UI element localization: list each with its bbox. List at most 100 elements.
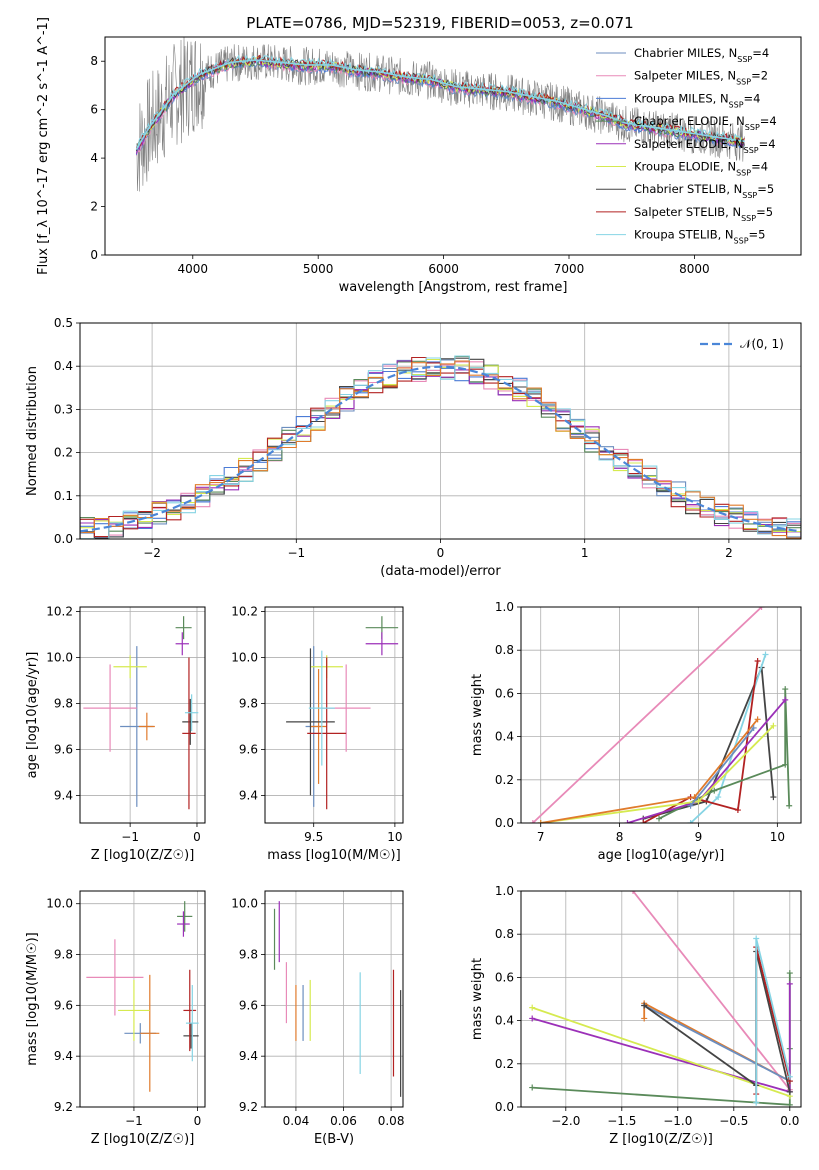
y-tick-label: 9.6 <box>54 742 73 756</box>
y-tick-label: 9.8 <box>54 697 73 711</box>
y-tick-label: 9.8 <box>54 948 73 962</box>
legend-label-1: Salpeter MILES, NSSP=2 <box>634 69 768 87</box>
y-tick-label: 9.8 <box>239 697 258 711</box>
x-tick-label: 0 <box>193 830 201 844</box>
weight-marker-8 <box>750 724 757 731</box>
weight-marker-2 <box>715 794 722 801</box>
x-tick-label: 0.04 <box>283 1114 310 1128</box>
x-tick-label: −1.5 <box>607 1114 636 1128</box>
weight-marker-4 <box>782 686 789 693</box>
x-tick-label: 0 <box>437 546 445 560</box>
x-tick-label: 9 <box>695 830 703 844</box>
model-line-8 <box>136 54 745 148</box>
weight-marker-4 <box>786 802 793 809</box>
x-tick-label: 0 <box>194 1114 202 1128</box>
y-tick-label: 8 <box>90 54 98 68</box>
x-tick-label: 8 <box>616 830 624 844</box>
y-tick-label: 9.8 <box>239 948 258 962</box>
weight-marker-3 <box>529 1004 536 1011</box>
weight-marker-4 <box>711 787 718 794</box>
weight-marker-7 <box>537 820 544 823</box>
y-tick-label: 0.8 <box>495 927 514 941</box>
x-tick-label: −1.0 <box>663 1114 692 1128</box>
weight-marker-4 <box>641 1015 648 1022</box>
mass_vs_EBV-panel: 0.04 0.06 0.08 9.2 9.4 9.6 9.8 10.0 E(B-V) <box>231 890 405 1147</box>
x-tick-label: 2 <box>725 546 733 560</box>
y-tick-label: 0.0 <box>495 1100 514 1114</box>
legend-label-4: Salpeter ELODIE, NSSP=4 <box>634 137 776 155</box>
x-axis-label: E(B-V) <box>314 1132 354 1147</box>
age_vs_mass-plot-area <box>286 616 399 810</box>
spectrum-panel: 4000 5000 6000 7000 8000 0 2 4 6 8 wavelength [Ang… <box>36 17 802 295</box>
x-tick-label: −2 <box>143 546 161 560</box>
y-tick-label: 9.6 <box>239 998 258 1012</box>
y-tick-label: 9.4 <box>239 1049 258 1063</box>
y-tick-label: 4 <box>90 151 98 165</box>
y-tick-label: 2 <box>90 200 98 214</box>
axes-frame <box>104 36 802 256</box>
weight-marker-2 <box>687 820 694 823</box>
weight-marker-2 <box>762 651 769 658</box>
residuals-plot-area <box>80 355 801 539</box>
y-tick-label: 0.4 <box>495 730 514 744</box>
legend-label-6: Chabrier STELIB, NSSP=5 <box>634 182 774 200</box>
y-tick-label: 0 <box>90 248 98 262</box>
weight-marker-6 <box>641 1002 648 1009</box>
x-tick-label: 0.08 <box>378 1114 405 1128</box>
histogram-series-9 <box>80 360 801 539</box>
legend-label-0: Chabrier MILES, NSSP=4 <box>634 46 769 64</box>
y-tick-label: 9.4 <box>54 1049 73 1063</box>
weight-marker-4 <box>656 815 663 822</box>
y-axis-label: mass weight <box>470 674 485 756</box>
y-tick-label: 10.0 <box>231 897 258 911</box>
spectrum-plot-area <box>135 37 745 192</box>
axes-frame <box>520 606 802 824</box>
figure-title: PLATE=0786, MJD=52319, FIBERID=0053, z=0… <box>246 14 633 32</box>
y-tick-label: 1.0 <box>495 600 514 614</box>
residuals-panel: −2 −1 0 1 2 0.0 0.1 0.2 0.3 0.4 0.5 (data-model)/er… <box>25 316 802 579</box>
x-tick-label: −1 <box>125 1114 143 1128</box>
weight-marker-8 <box>687 802 694 809</box>
x-tick-label: −2.0 <box>551 1114 580 1128</box>
massweight_vs_age-panel: 7 8 9 10 0.0 0.2 0.4 0.6 0.8 1.0 age [log10(age/yr… <box>470 600 802 863</box>
x-tick-label: 6000 <box>428 262 459 276</box>
y-tick-label: 0.3 <box>54 402 73 416</box>
x-tick-label: −1 <box>287 546 305 560</box>
x-tick-label: 10 <box>387 830 402 844</box>
weight-series-0 <box>632 891 791 1091</box>
weight-marker-5 <box>624 820 631 823</box>
y-tick-label: 0.1 <box>54 489 73 503</box>
weight-marker-6 <box>695 798 702 805</box>
weight-marker-3 <box>734 807 741 814</box>
normal-curve-line <box>80 365 801 533</box>
weight-marker-2 <box>786 980 793 987</box>
mass_vs_Z-panel: −1 0 9.2 9.4 9.6 9.8 10.0 Z [log10(Z/Z☉)] mass [… <box>25 890 206 1147</box>
y-tick-label: 0.0 <box>495 816 514 830</box>
x-axis-label: wavelength [Angstrom, rest frame] <box>339 280 568 295</box>
legend-label-8: Kroupa STELIB, NSSP=5 <box>634 228 765 246</box>
y-axis-label: mass weight <box>470 958 485 1040</box>
x-axis-label: Z [log10(Z/Z☉)] <box>91 1132 195 1147</box>
x-axis-label: age [log10(age/yr)] <box>598 848 725 863</box>
x-tick-label: 7 <box>537 830 545 844</box>
legend-label-normal: 𝒩(0, 1) <box>740 337 784 351</box>
weight-marker-7 <box>754 716 761 723</box>
y-tick-label: 0.6 <box>495 970 514 984</box>
axes-frame <box>79 890 206 1108</box>
x-tick-label: 10 <box>770 830 785 844</box>
weight-series-3 <box>531 1006 791 1098</box>
y-axis-label: age [log10(age/yr)] <box>25 652 40 779</box>
x-tick-label: 1 <box>581 546 589 560</box>
x-axis-label: mass [log10(M/M☉)] <box>267 848 400 863</box>
y-tick-label: 10.0 <box>46 897 73 911</box>
y-tick-label: 9.2 <box>239 1100 258 1114</box>
y-tick-label: 0.5 <box>54 316 73 330</box>
weight-marker-2 <box>529 1015 536 1022</box>
y-tick-label: 10.2 <box>46 605 73 619</box>
axes-frame <box>520 890 802 1108</box>
x-axis-label: (data-model)/error <box>380 564 501 579</box>
x-tick-label: 0.06 <box>330 1114 357 1128</box>
weight-marker-8 <box>753 1099 760 1106</box>
y-tick-label: 10.0 <box>231 651 258 665</box>
